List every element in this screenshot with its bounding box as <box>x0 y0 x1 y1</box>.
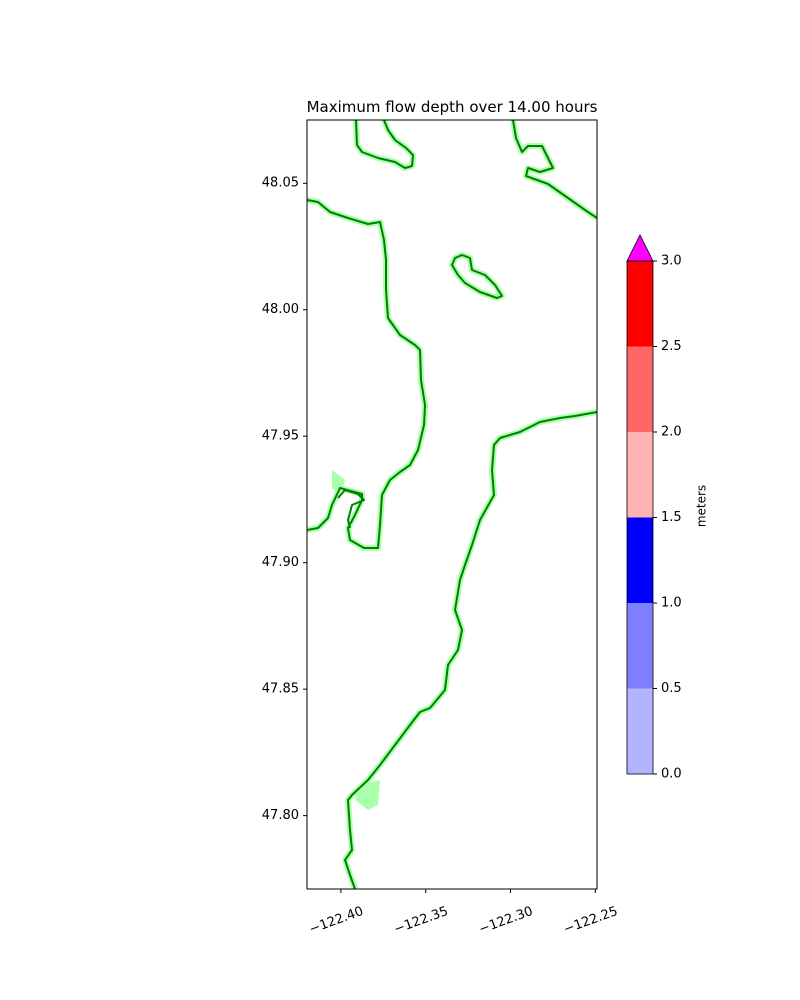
shoreline-flood <box>307 197 428 551</box>
colorbar-tick-label: 1.0 <box>661 596 682 611</box>
shoreline-flood <box>342 409 597 889</box>
colorbar-label: meters <box>695 485 709 527</box>
y-tick-label: 47.80 <box>262 808 299 823</box>
colorbar-tick-label: 2.0 <box>661 425 682 440</box>
y-tick-label: 48.00 <box>262 302 299 317</box>
shoreline <box>355 120 414 169</box>
shoreline <box>512 120 597 219</box>
colorbar-segment <box>627 261 653 347</box>
x-tick-label: −122.30 <box>477 904 535 937</box>
x-tick-label: −122.25 <box>562 904 620 937</box>
y-tick-label: 47.85 <box>262 682 299 697</box>
x-tick-label: −122.35 <box>392 904 450 937</box>
y-tick-label: 47.95 <box>262 429 299 444</box>
axes-frame <box>306 119 598 890</box>
shoreline <box>337 489 365 529</box>
y-tick-label: 48.05 <box>262 176 299 191</box>
shoreline-flood <box>510 120 597 221</box>
x-tick-label: −122.40 <box>307 904 365 937</box>
flood-patch <box>355 780 380 810</box>
colorbar-extend <box>626 234 654 262</box>
colorbar-tick-label: 0.0 <box>661 767 682 782</box>
chart-title: Maximum flow depth over 14.00 hours <box>307 98 598 116</box>
colorbar-segment <box>627 517 653 603</box>
colorbar-tick-label: 2.5 <box>661 339 682 354</box>
colorbar-segment <box>627 603 653 689</box>
shoreline <box>344 411 597 889</box>
shoreline-flood <box>353 120 416 171</box>
y-tick-label: 47.90 <box>262 555 299 570</box>
map-area <box>306 119 598 890</box>
shoreline <box>307 199 426 549</box>
colorbar-tick-label: 3.0 <box>661 254 682 269</box>
colorbar-segment <box>627 432 653 518</box>
colorbar-segment <box>627 346 653 432</box>
colorbar-tick-label: 1.5 <box>661 510 682 525</box>
colorbar-tick-label: 0.5 <box>661 681 682 696</box>
shoreline <box>451 254 503 299</box>
colorbar-segment <box>627 688 653 774</box>
